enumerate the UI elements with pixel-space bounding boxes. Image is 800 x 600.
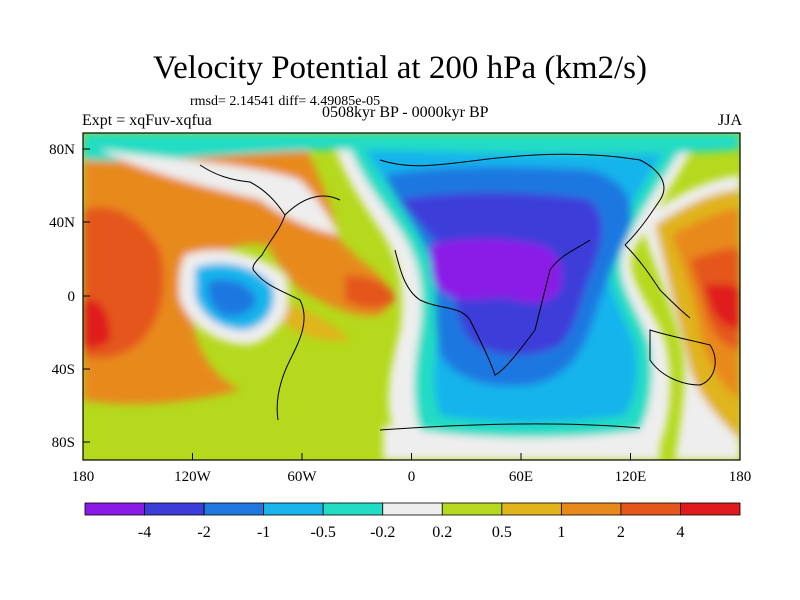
plot-title: Velocity Potential at 200 hPa (km2/s) (152, 50, 648, 86)
colorbar-label: 0.5 (492, 524, 512, 541)
colorbar-label: 4 (676, 524, 684, 541)
colorbar-label: 2 (617, 524, 625, 541)
colorbar-label: 1 (557, 524, 565, 541)
colorbar-box (560, 502, 622, 516)
coast-antarctica (379, 423, 641, 431)
lat-label-40n: 40N (49, 215, 75, 231)
colorbar-boxes (84, 502, 741, 516)
contour-red-west (83, 299, 111, 348)
colorbar-box (620, 502, 681, 516)
coast-americas (199, 164, 305, 421)
contour-redorange-atlantic (345, 275, 395, 309)
lon-label-0: 0 (408, 469, 416, 485)
colorbar-box (84, 502, 145, 516)
season-label: JJA (717, 112, 742, 129)
lat-label-80n: 80N (49, 142, 75, 158)
colorbar-box (501, 502, 562, 516)
lat-axis: 80N 40N 0 40S 80S (49, 142, 90, 451)
experiment-label: Expt = xqFuv-xqfua (82, 112, 212, 129)
lon-label-180w: 180 (72, 469, 95, 485)
contour-yellow-atlantic (270, 300, 350, 341)
lon-label-60w: 60W (287, 469, 317, 485)
coast-north-atlantic (284, 195, 341, 216)
colorbar-label: -0.2 (370, 524, 395, 541)
coast-asia-islands (624, 244, 691, 319)
coastlines (199, 153, 716, 431)
colorbar-box (680, 502, 741, 516)
colorbar-box (203, 502, 265, 516)
contour-violet-east (430, 238, 562, 303)
coast-eurasia (379, 153, 665, 246)
contour-red-far-east (705, 284, 740, 330)
colorbar-box (322, 502, 384, 516)
colorbar-labels: -4 -2 -1 -0.5 -0.2 0.2 0.5 1 2 4 (138, 524, 685, 541)
coast-africa (394, 239, 591, 376)
contour-field (83, 133, 740, 460)
colorbar: -4 -2 -1 -0.5 -0.2 0.2 0.5 1 2 4 (84, 502, 741, 541)
contour-white-south (383, 425, 660, 460)
lat-label-40s: 40S (52, 362, 75, 378)
lat-label-0: 0 (68, 289, 76, 305)
colorbar-label: 0.2 (432, 524, 452, 541)
colorbar-box (441, 502, 503, 516)
lon-label-120w: 120W (174, 469, 212, 485)
colorbar-box (382, 502, 443, 516)
lon-label-120e: 120E (615, 469, 647, 485)
colorbar-label: -1 (257, 524, 270, 541)
colorbar-box (263, 502, 324, 516)
lon-label-180e: 180 (729, 469, 752, 485)
colorbar-label: -2 (197, 524, 210, 541)
colorbar-box (144, 502, 205, 516)
lon-axis: 180 120W 60W 0 60E 120E 180 (72, 453, 752, 485)
colorbar-label: -4 (138, 524, 151, 541)
colorbar-label: -0.5 (311, 524, 336, 541)
period-label: 0508kyr BP - 0000kyr BP (322, 104, 489, 121)
lat-label-80s: 80S (52, 435, 75, 451)
lon-label-60e: 60E (509, 469, 533, 485)
contour-blue-eye (207, 279, 256, 317)
contour-white-north (100, 150, 340, 235)
coast-australia (649, 329, 716, 386)
stats-text: rmsd= 2.14541 diff= 4.49085e-05 (190, 94, 381, 109)
